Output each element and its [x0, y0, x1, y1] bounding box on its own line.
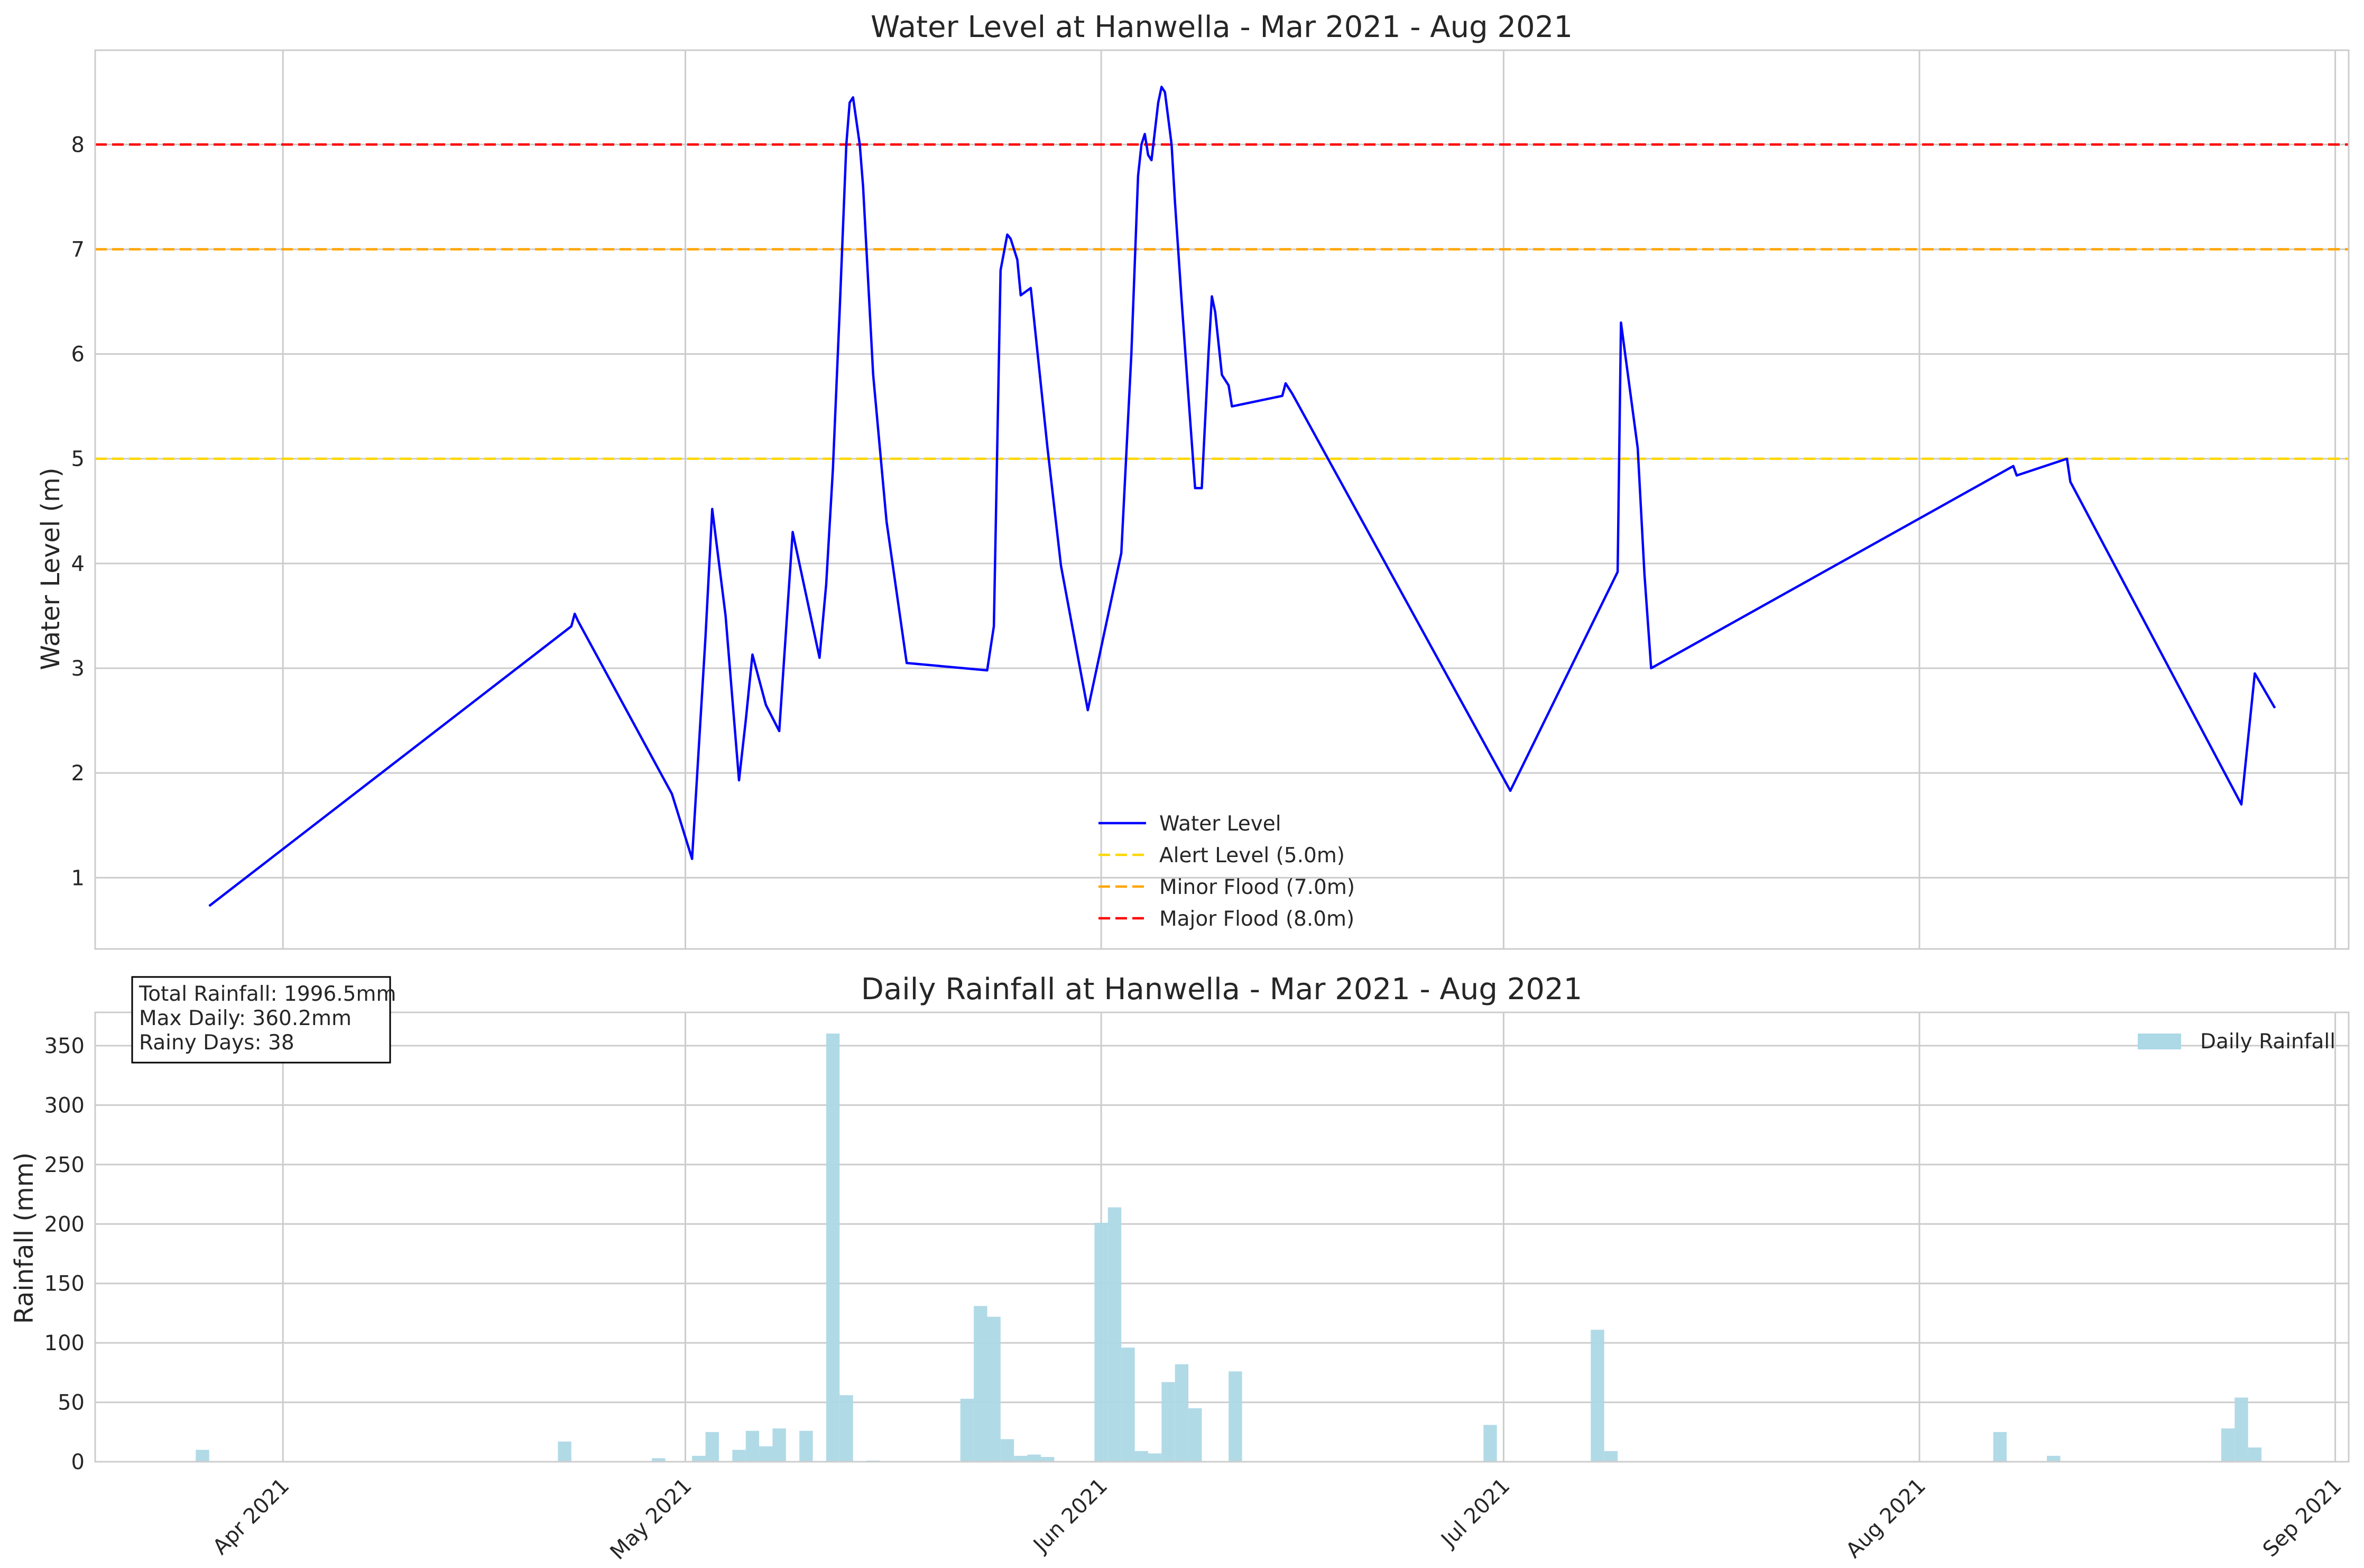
rainfall-y-tick-label: 200 [44, 1212, 85, 1237]
water-level-y-tick-label: 7 [71, 237, 85, 262]
rainfall-bar [1604, 1451, 1618, 1462]
rainfall-bar [987, 1316, 1001, 1462]
rainfall-bar [1591, 1330, 1604, 1462]
water-level-plot-frame [94, 49, 2350, 950]
rainfall-bar [1148, 1453, 1162, 1462]
rainfall-bar [1014, 1455, 1028, 1462]
rainfall-bar [826, 1034, 840, 1462]
rainfall-bar [1188, 1408, 1202, 1462]
water-level-y-tick-label: 5 [71, 447, 85, 472]
rainfall-bar [1134, 1451, 1148, 1462]
rainfall-bar [1000, 1439, 1014, 1462]
rainfall-bar [652, 1458, 666, 1462]
legend-swatch-daily-rainfall [2138, 1034, 2181, 1049]
water-level-y-tick-label: 3 [71, 657, 85, 681]
stats-max-daily: Max Daily: 360.2mm [139, 1007, 352, 1030]
rainfall-bar [799, 1431, 813, 1462]
rainfall-bar [1121, 1348, 1135, 1462]
water-level-reference-lines [95, 143, 2349, 460]
rainfall-y-axis-label: Rainfall (mm) [10, 1152, 39, 1324]
water-level-title: Water Level at Hanwella - Mar 2021 - Aug… [871, 10, 1573, 44]
rainfall-bar [1229, 1371, 1242, 1462]
water-level-y-tick-label: 4 [71, 552, 85, 576]
legend-label-daily-rainfall: Daily Rainfall [2200, 1030, 2335, 1054]
rainfall-bars [196, 1034, 2262, 1462]
rainfall-bar [745, 1431, 760, 1462]
legend-label-minor-flood: Minor Flood (7.0m) [1159, 875, 1355, 899]
rainfall-bar [1175, 1364, 1189, 1462]
rainfall-bar [1107, 1207, 1122, 1462]
water-level-y-tick-label: 6 [71, 343, 85, 367]
rainfall-y-tick-label: 350 [44, 1034, 85, 1058]
rainfall-bar [1094, 1223, 1108, 1462]
rainfall-y-tick-label: 150 [44, 1272, 85, 1296]
rainfall-y-tick-label: 250 [44, 1153, 85, 1177]
rainfall-stats-box: Total Rainfall: 1996.5mm Max Daily: 360.… [131, 976, 396, 1064]
rainfall-title: Daily Rainfall at Hanwella - Mar 2021 - … [861, 972, 1582, 1007]
rainfall-bar [705, 1432, 719, 1462]
rainfall-bar [974, 1306, 987, 1462]
rainfall-bar [1483, 1425, 1497, 1462]
rainfall-bar [759, 1446, 773, 1462]
legend-label-major-flood: Major Flood (8.0m) [1159, 907, 1354, 931]
water-level-y-tick-label: 1 [71, 866, 85, 890]
legend-label-alert-level: Alert Level (5.0m) [1159, 844, 1345, 868]
stats-box-frame [131, 976, 391, 1064]
rainfall-y-tick-label: 50 [58, 1391, 85, 1415]
stats-rainy-days: Rainy Days: 38 [139, 1031, 294, 1055]
water-level-line [208, 86, 2276, 907]
rainfall-bar [692, 1455, 706, 1462]
water-level-y-tick-label: 8 [71, 133, 85, 157]
rainfall-bar [2248, 1447, 2262, 1462]
rainfall-bar [2047, 1455, 2061, 1462]
rainfall-bar [732, 1450, 746, 1462]
stats-total-rainfall: Total Rainfall: 1996.5mm [138, 982, 396, 1006]
rainfall-bar [772, 1428, 786, 1462]
rainfall-legend: Daily Rainfall [2138, 1030, 2335, 1054]
rainfall-bar [839, 1395, 853, 1462]
rainfall-y-ticks: 0 50 100 150 200 250 300 350 [44, 1034, 85, 1474]
rainfall-bar [960, 1398, 974, 1462]
rainfall-y-tick-label: 100 [44, 1331, 85, 1355]
water-level-chart: Water Level at Hanwella - Mar 2021 - Aug… [36, 10, 2350, 950]
rainfall-bar [1993, 1432, 2007, 1462]
rainfall-y-tick-label: 300 [44, 1093, 85, 1118]
rainfall-bar [1027, 1454, 1041, 1462]
rainfall-y-tick-label: 0 [71, 1450, 85, 1474]
rainfall-bar [196, 1450, 209, 1462]
rainfall-bar [1040, 1457, 1055, 1462]
water-level-series [208, 86, 2276, 907]
rainfall-bar [2221, 1428, 2235, 1462]
water-level-legend: Water Level Alert Level (5.0m) Minor Flo… [1098, 812, 1355, 931]
rainfall-bar [558, 1441, 571, 1462]
rainfall-bar [2234, 1397, 2248, 1462]
rainfall-plot-frame [94, 1011, 2350, 1463]
rainfall-bar [1161, 1382, 1175, 1462]
water-level-y-tick-label: 2 [71, 761, 85, 786]
water-level-y-ticks: 1 2 3 4 5 6 7 8 [71, 133, 85, 890]
water-level-y-axis-label: Water Level (m) [36, 467, 66, 670]
legend-label-water-level: Water Level [1159, 812, 1281, 836]
